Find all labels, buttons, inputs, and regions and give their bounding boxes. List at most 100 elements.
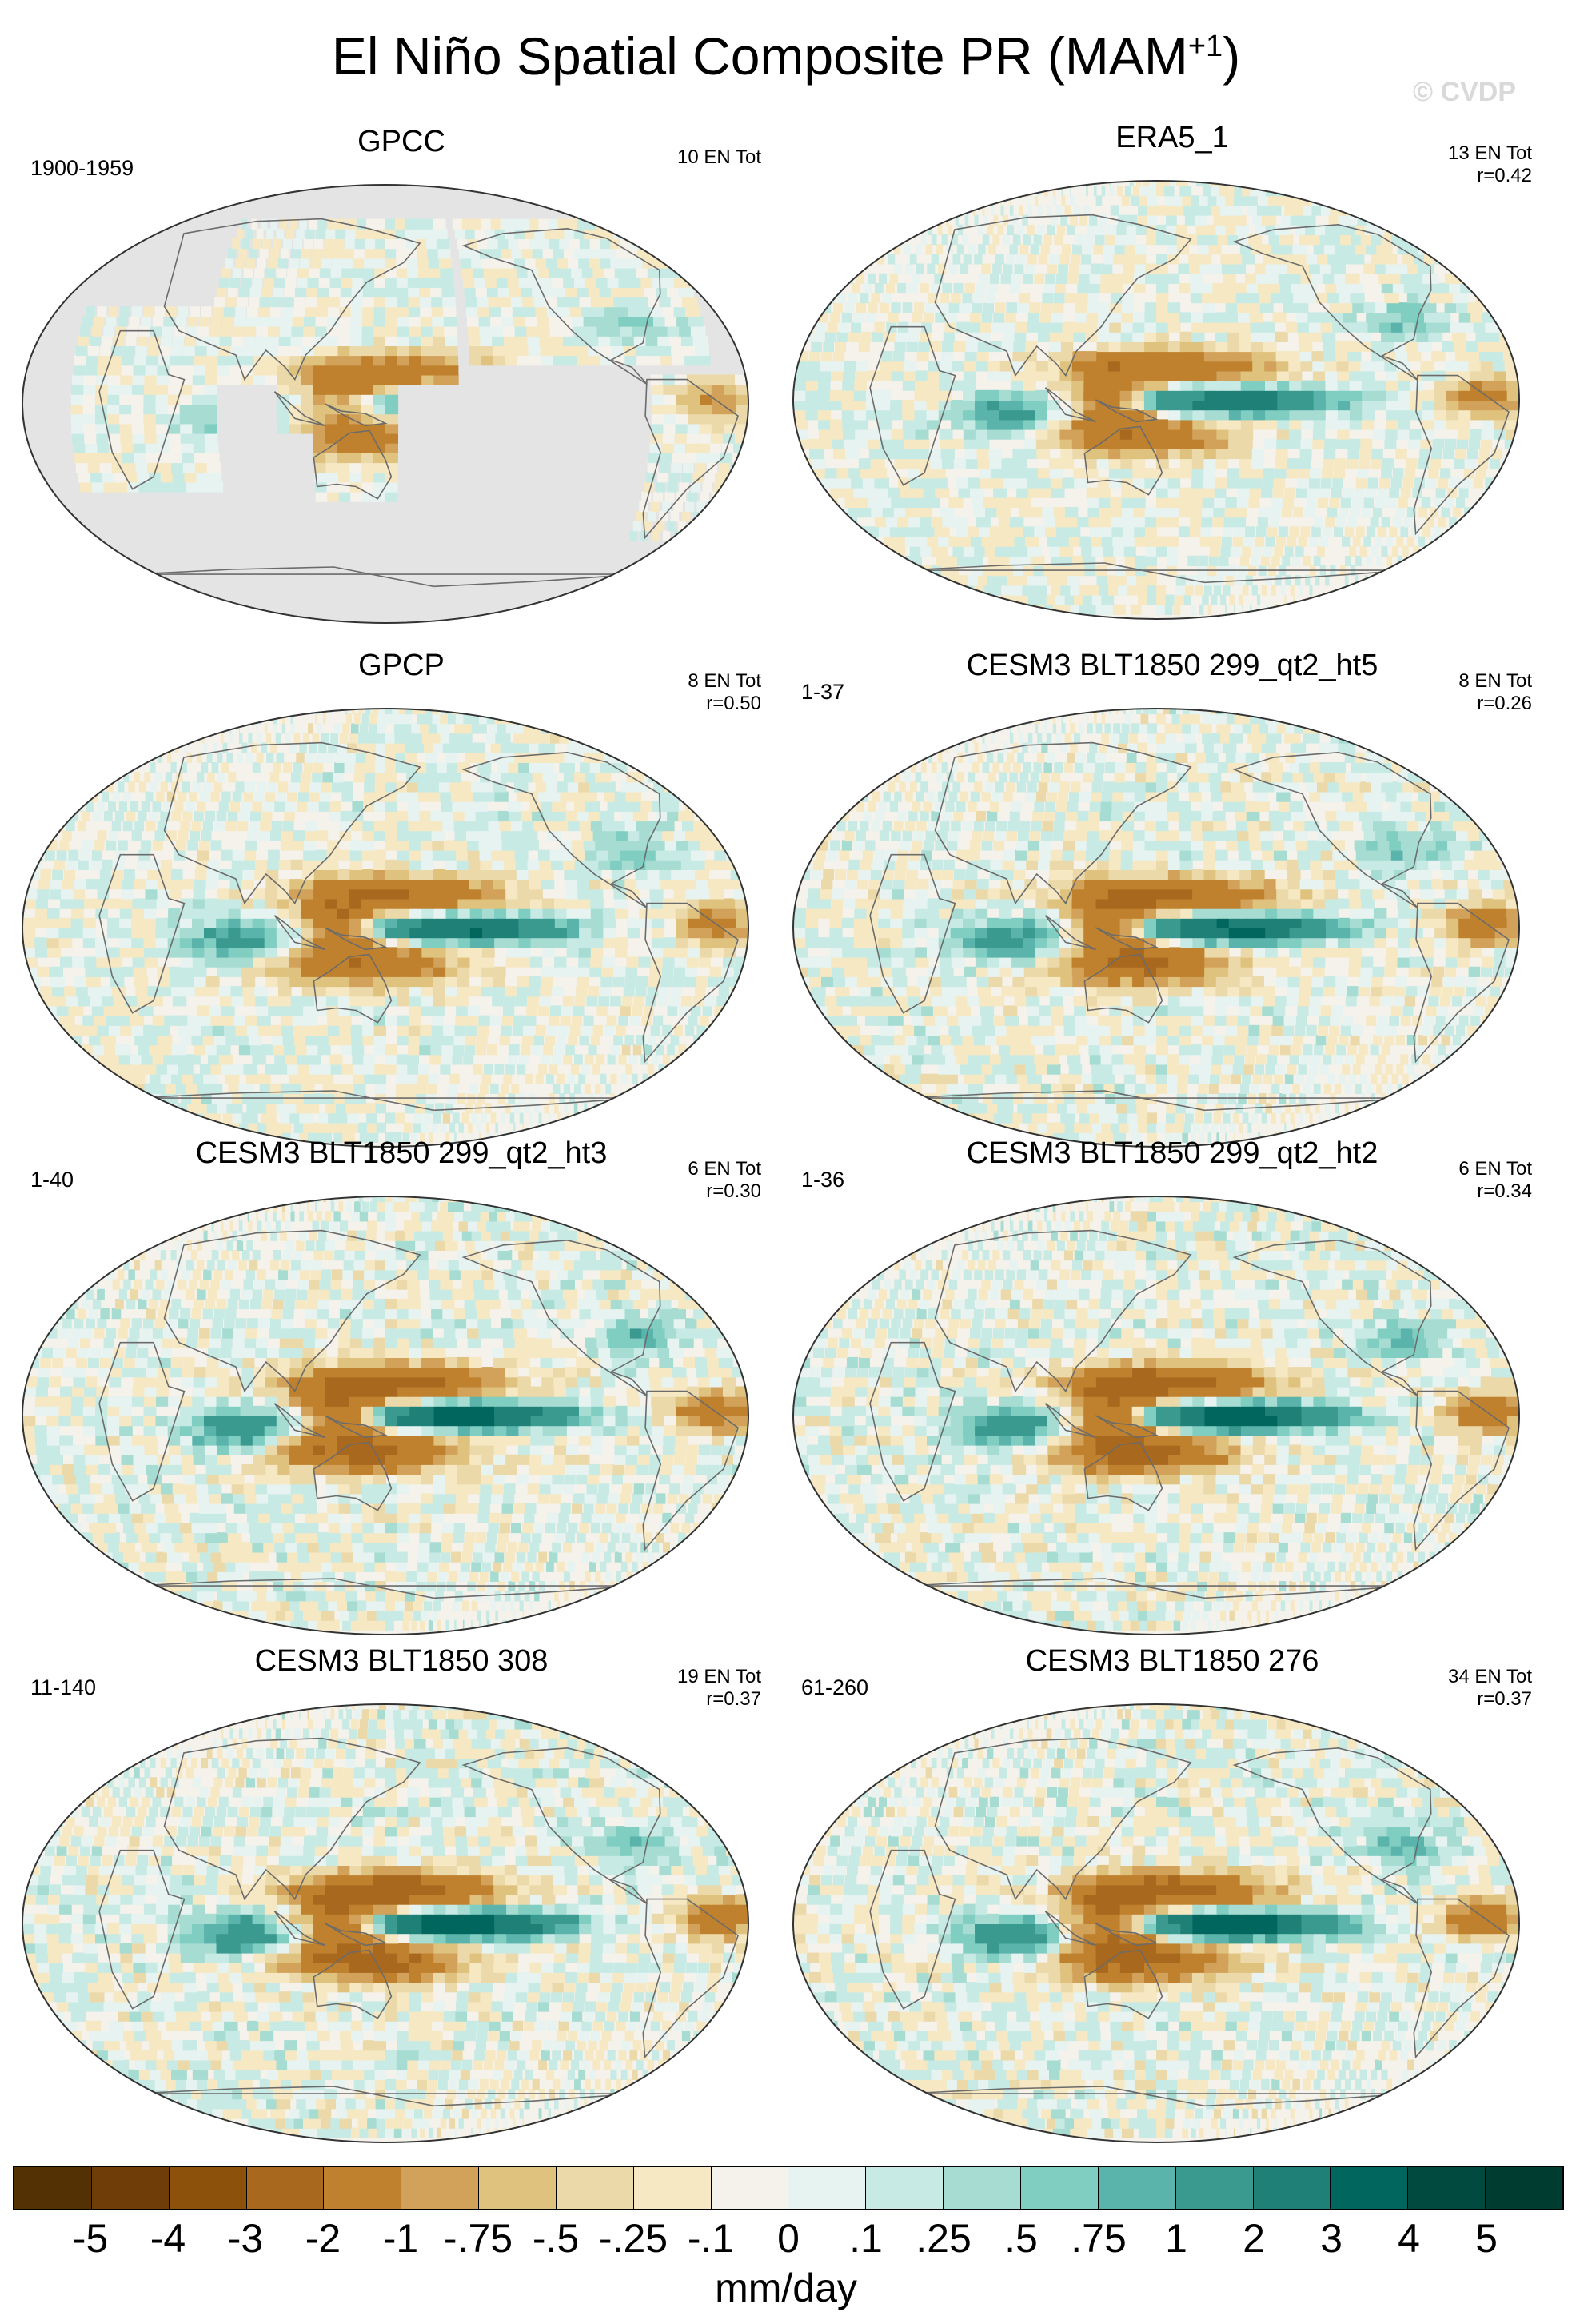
field-cell (794, 370, 807, 381)
field-cell (373, 849, 386, 861)
map-panel: GPCC 1900-1959 10 EN Tot (18, 124, 785, 636)
field-cell (1035, 370, 1049, 381)
field-cell (860, 293, 869, 304)
field-cell (1239, 351, 1254, 362)
field-cell (598, 996, 610, 1007)
field-cell (1299, 458, 1311, 469)
field-cell (258, 830, 270, 841)
field-cell (1252, 361, 1266, 372)
field-cell (1404, 575, 1406, 586)
field-cell (1101, 536, 1115, 547)
field-cell (962, 234, 968, 246)
field-cell (513, 316, 528, 327)
field-cell (361, 384, 374, 395)
field-cell (209, 325, 221, 337)
field-cell (542, 928, 556, 939)
field-cell (849, 565, 870, 577)
field-cell (421, 976, 434, 988)
field-cell (549, 325, 564, 337)
field-cell (106, 316, 117, 327)
field-cell (409, 937, 423, 948)
field-cell (366, 218, 377, 230)
field-cell (353, 267, 365, 278)
field-cell (253, 898, 265, 909)
field-cell (1039, 321, 1051, 333)
field-cell (820, 438, 834, 449)
field-cell (84, 956, 98, 968)
field-cell (443, 306, 457, 317)
field-cell (337, 462, 351, 473)
field-cell (493, 879, 507, 890)
field-cell (1100, 526, 1114, 537)
field-cell (1060, 448, 1074, 460)
field-cell (330, 1064, 344, 1075)
field-cell (340, 286, 353, 298)
field-cell (1083, 438, 1098, 449)
field-cell (868, 214, 870, 226)
field-cell (1156, 273, 1169, 284)
field-cell (724, 908, 737, 919)
field-cell (991, 321, 1003, 333)
field-cell (916, 205, 920, 216)
field-cell (1251, 458, 1264, 469)
field-cell (162, 481, 177, 493)
field-cell (1047, 409, 1061, 421)
field-cell (1242, 545, 1251, 557)
field-cell (598, 859, 612, 870)
field-cell (685, 442, 697, 453)
field-cell (269, 306, 281, 317)
field-cell (338, 1015, 352, 1026)
field-cell (40, 986, 55, 997)
field-cell (276, 393, 289, 405)
field-cell (1135, 254, 1147, 265)
field-cell (361, 849, 375, 861)
field-cell (301, 365, 314, 376)
field-cell (805, 409, 819, 421)
field-cell (221, 1005, 235, 1016)
field-cell (700, 1044, 708, 1056)
field-cell (962, 400, 976, 411)
field-cell (1061, 186, 1063, 197)
field-cell (420, 316, 433, 327)
field-cell (981, 263, 991, 274)
field-cell (469, 879, 483, 890)
field-cell (199, 316, 210, 327)
field-cell (258, 1024, 273, 1036)
field-cell (1088, 517, 1102, 528)
field-cell (146, 452, 161, 464)
field-cell (663, 393, 677, 405)
field-cell (1299, 341, 1313, 353)
field-cell (86, 879, 98, 890)
field-cell (583, 840, 598, 851)
field-cell (712, 928, 725, 939)
field-cell (284, 1044, 297, 1056)
field-cell (193, 1122, 214, 1133)
field-cell (824, 468, 840, 479)
field-cell (566, 937, 580, 948)
field-cell (131, 404, 145, 415)
field-cell (1203, 585, 1212, 596)
field-cell (243, 859, 256, 870)
field-cell (241, 976, 256, 988)
field-cell (243, 267, 253, 278)
field-cell (1156, 545, 1168, 557)
field-cell (1304, 507, 1315, 518)
field-cell (614, 1112, 616, 1124)
field-cell (1386, 214, 1406, 226)
field-cell (351, 297, 364, 308)
field-cell (843, 429, 857, 440)
field-cell (385, 1015, 398, 1026)
field-cell (179, 404, 193, 415)
field-cell (54, 996, 70, 1007)
field-cell (578, 956, 591, 968)
field-cell (278, 996, 293, 1007)
field-cell (457, 869, 470, 880)
field-cell (1361, 419, 1375, 430)
field-cell (160, 335, 173, 346)
field-cell (692, 996, 704, 1007)
field-cell (987, 361, 1001, 372)
field-cell (1289, 419, 1302, 430)
field-cell (1421, 497, 1431, 508)
field-cell (563, 1054, 573, 1065)
field-cell (1167, 321, 1181, 333)
